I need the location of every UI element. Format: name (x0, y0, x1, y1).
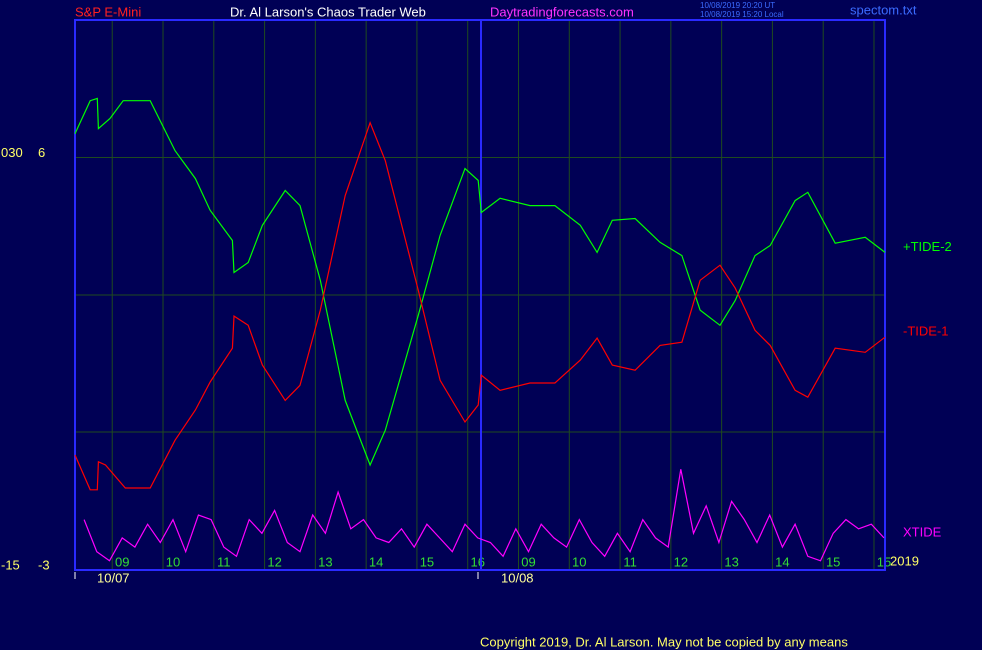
x-tick-label: 09 (521, 554, 535, 569)
series-line (74, 120, 886, 491)
copyright: Copyright 2019, Dr. Al Larson. May not b… (480, 634, 848, 649)
site: Daytradingforecasts.com (490, 4, 634, 19)
x-tick-label: 15 (826, 554, 840, 569)
y2-tick-label: 030 (1, 145, 23, 160)
series-line (83, 469, 885, 562)
timestamp: 10/08/2019 20:20 UT (700, 1, 775, 10)
instrument: S&P E-Mini (75, 4, 141, 19)
x-tick-label: 15 (877, 554, 891, 569)
file-name: spectom.txt (850, 2, 917, 17)
series-line (74, 97, 886, 467)
year: 2019 (890, 553, 919, 568)
timestamp: 10/08/2019 15:20 Local (700, 10, 784, 19)
x-tick-label: 13 (318, 554, 332, 569)
x-tick-label: 14 (369, 554, 383, 569)
legend-label: XTIDE (903, 524, 942, 539)
x-tick-label: 11 (623, 554, 637, 569)
x-tick-label: 12 (674, 554, 688, 569)
y-tick-label: 6 (38, 145, 45, 160)
day-label: 10/08 (501, 570, 534, 585)
x-tick-label: 10 (166, 554, 180, 569)
x-tick-label: 15 (420, 554, 434, 569)
y2-tick-label: -15 (1, 557, 20, 572)
x-tick-label: 09 (115, 554, 129, 569)
x-tick-label: 11 (217, 554, 231, 569)
x-tick-label: 16 (470, 554, 484, 569)
x-tick-label: 14 (775, 554, 789, 569)
plot-frame (74, 19, 886, 571)
x-tick-label: 12 (267, 554, 281, 569)
chart-title: Dr. Al Larson's Chaos Trader Web (230, 4, 426, 19)
y-tick-label: -3 (38, 557, 50, 572)
day-label: 10/07 (97, 570, 130, 585)
x-tick-label: 10 (572, 554, 586, 569)
legend-label: -TIDE-1 (903, 324, 949, 339)
legend-label: +TIDE-2 (903, 239, 952, 254)
x-tick-label: 13 (724, 554, 738, 569)
